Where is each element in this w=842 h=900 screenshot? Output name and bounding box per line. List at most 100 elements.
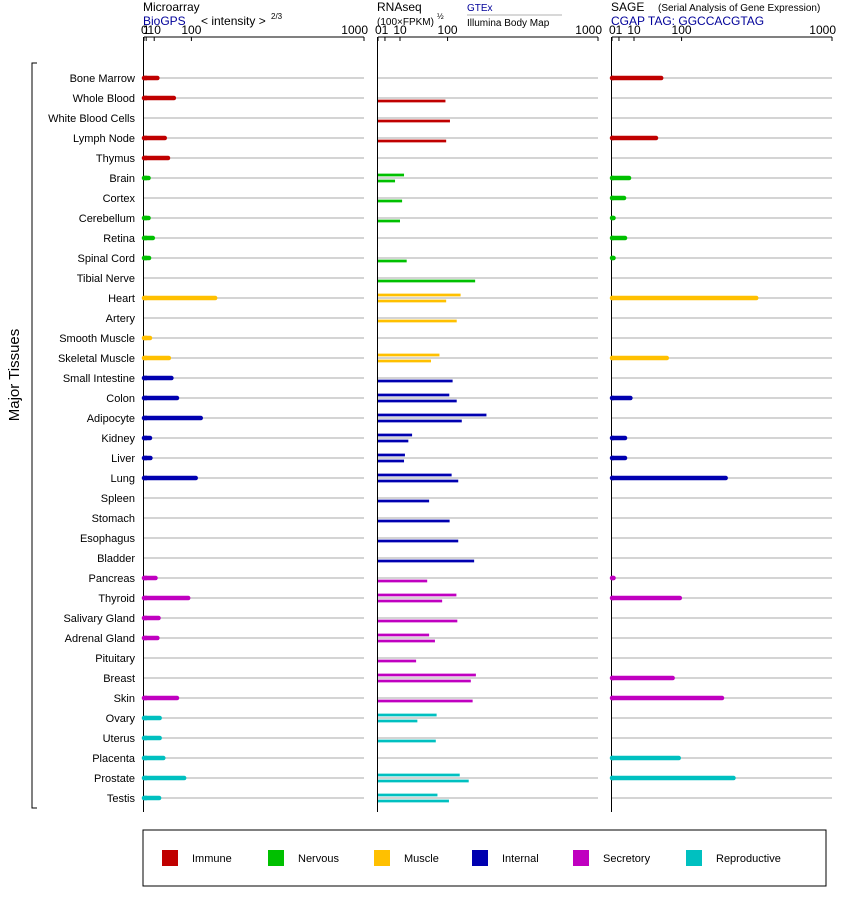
legend-swatch <box>573 850 589 866</box>
tissue-row: Lymph Node <box>73 133 832 145</box>
tissue-row: Cerebellum <box>79 213 832 225</box>
tissue-label: Uterus <box>103 733 136 745</box>
tissue-label: Lymph Node <box>73 133 135 145</box>
rnaseq-tick-label: 0 <box>375 23 382 37</box>
cgap-tag-link[interactable]: CGAP TAG: GGCCACGTAG <box>611 14 764 28</box>
tissue-label: Breast <box>103 673 135 685</box>
tissue-row: Tibial Nerve <box>77 273 832 285</box>
tissue-label: Bone Marrow <box>70 73 135 85</box>
sage-tick-label: 1 <box>616 23 623 37</box>
tissue-label: Cerebellum <box>79 213 135 225</box>
gtex-link[interactable]: GTEx <box>467 3 493 14</box>
legend-swatch <box>162 850 178 866</box>
tissue-label: Placenta <box>92 753 136 765</box>
tissue-row: Stomach <box>92 513 832 525</box>
tissue-label: Artery <box>106 313 136 325</box>
legend-label: Secretory <box>603 853 651 865</box>
legend: Immune Nervous Muscle Internal Secretory Repr… <box>162 850 781 866</box>
legend-label: Nervous <box>298 853 339 865</box>
microarray-tick-label: 1000 <box>341 23 368 37</box>
tissue-row: Whole Blood <box>73 93 832 105</box>
microarray-tick-label: 10 <box>148 23 162 37</box>
tissue-row: Lung <box>111 473 832 485</box>
tissue-label: Spleen <box>101 493 135 505</box>
rnaseq-tick-label: 100 <box>438 23 458 37</box>
sage-tick-label: 10 <box>627 23 641 37</box>
tissue-label: Adrenal Gland <box>65 633 135 645</box>
tissue-row: Spinal Cord <box>78 253 832 265</box>
tissue-label: Lung <box>111 473 135 485</box>
microarray-title: Microarray <box>143 0 200 14</box>
tissue-label: Esophagus <box>80 533 136 545</box>
tissue-row: Heart <box>108 293 832 305</box>
tissue-row: Liver <box>111 453 832 465</box>
tissue-label: Colon <box>106 393 135 405</box>
tissue-label: White Blood Cells <box>48 113 135 125</box>
sage-axis: 0 1 10 100 1000 <box>609 23 836 812</box>
tissue-label: Adipocyte <box>87 413 135 425</box>
microarray-tick-label: 1 <box>143 23 150 37</box>
tissue-label: Skin <box>114 693 135 705</box>
legend-swatch <box>268 850 284 866</box>
tissue-row: Esophagus <box>80 533 832 545</box>
tissue-row: Prostate <box>94 773 832 785</box>
legend-item-internal: Internal <box>472 850 539 866</box>
tissue-row: Breast <box>103 673 832 685</box>
rnaseq-title: RNAseq <box>377 0 422 14</box>
tissue-row: Bladder <box>97 553 832 565</box>
legend-item-secretory: Secretory <box>573 850 651 866</box>
tissue-bracket <box>31 62 37 809</box>
rnaseq-tick-label: 1 <box>382 23 389 37</box>
sage-title: SAGE <box>611 0 644 14</box>
tissue-row: Artery <box>106 313 832 325</box>
tissue-row: Smooth Muscle <box>59 333 832 345</box>
illumina-label: Illumina Body Map <box>467 18 550 29</box>
tissue-row: Skin <box>114 693 832 705</box>
microarray-header: Microarray BioGPS < intensity > 2/3 <box>143 0 283 28</box>
tissue-row: Adipocyte <box>87 413 832 425</box>
tissue-label: Brain <box>109 173 135 185</box>
rnaseq-header: RNAseq (100×FPKM) ½ GTEx Illumina Body M… <box>377 0 562 29</box>
tissue-label: Kidney <box>101 433 135 445</box>
tissue-label: Pancreas <box>89 573 136 585</box>
legend-label: Reproductive <box>716 853 781 865</box>
tissue-label: Spinal Cord <box>78 253 135 265</box>
sage-header: SAGE (Serial Analysis of Gene Expression… <box>611 0 820 28</box>
tissue-row: Pancreas <box>89 573 832 585</box>
tissue-label: Small Intestine <box>63 373 135 385</box>
legend-label: Muscle <box>404 853 439 865</box>
sage-tick-label: 0 <box>609 23 616 37</box>
legend-swatch <box>374 850 390 866</box>
tissue-row: Adrenal Gland <box>65 633 832 645</box>
tissue-row: Salivary Gland <box>63 613 832 625</box>
tissue-label: Thymus <box>96 153 136 165</box>
tissue-label: Cortex <box>103 193 136 205</box>
tissue-row: Small Intestine <box>63 373 832 385</box>
tissue-label: Bladder <box>97 553 135 565</box>
tissue-label: Ovary <box>106 713 136 725</box>
tissue-label: Skeletal Muscle <box>58 353 135 365</box>
tissue-label: Prostate <box>94 773 135 785</box>
rnaseq-scale-label: (100×FPKM) <box>377 17 434 28</box>
y-axis-label: Major Tissues <box>6 329 23 422</box>
legend-item-reproductive: Reproductive <box>686 850 781 866</box>
tissue-row: Skeletal Muscle <box>58 353 832 365</box>
tissue-row: Colon <box>106 393 832 405</box>
tissue-row: White Blood Cells <box>48 113 832 125</box>
legend-label: Immune <box>192 853 232 865</box>
tissue-row: Ovary <box>106 713 832 725</box>
sage-tick-label: 100 <box>672 23 692 37</box>
tissue-row: Thymus <box>96 153 832 165</box>
tissue-label: Tibial Nerve <box>77 273 135 285</box>
rnaseq-tick-label: 1000 <box>575 23 602 37</box>
tissue-row: Pituitary <box>95 653 832 665</box>
legend-item-muscle: Muscle <box>374 850 439 866</box>
tissue-label: Pituitary <box>95 653 135 665</box>
sage-tick-label: 1000 <box>809 23 836 37</box>
microarray-tick-label: 0 <box>141 23 148 37</box>
biogps-link[interactable]: BioGPS <box>143 14 186 28</box>
tissue-row: Kidney <box>101 433 832 445</box>
legend-swatch <box>686 850 702 866</box>
rnaseq-tick-label: 10 <box>393 23 407 37</box>
